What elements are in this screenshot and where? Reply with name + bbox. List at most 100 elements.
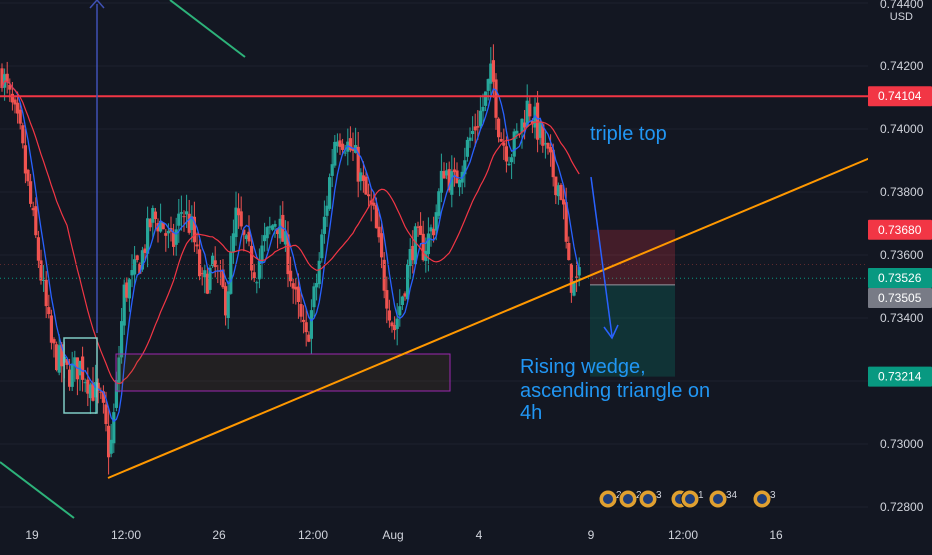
- candle-body: [133, 259, 137, 275]
- annotation-text: ascending triangle on: [520, 380, 710, 402]
- candle-body: [538, 122, 542, 138]
- candle-body: [21, 125, 25, 144]
- candle-body: [523, 122, 527, 128]
- x-tick-label: 16: [769, 528, 783, 542]
- candle-body: [190, 216, 194, 231]
- candle-body: [257, 261, 261, 280]
- candle-body: [122, 284, 126, 326]
- candle-body: [114, 380, 118, 408]
- candle-body: [146, 218, 150, 254]
- candle-body: [296, 286, 300, 303]
- candle-body: [283, 231, 287, 245]
- candle-body: [57, 345, 61, 373]
- candle-body: [49, 315, 53, 343]
- candle-body: [484, 91, 488, 106]
- candle-body: [44, 279, 48, 307]
- candle-body: [315, 283, 319, 288]
- x-tick-label: 19: [25, 528, 39, 542]
- take-profit-zone[interactable]: [590, 284, 675, 377]
- candle-body: [393, 324, 397, 331]
- candle-body: [491, 60, 495, 82]
- y-tick-label: 0.73400: [880, 311, 924, 325]
- candle-body: [385, 290, 389, 309]
- moving-average-slow: [1, 80, 580, 385]
- candle-body: [177, 213, 181, 226]
- candle-body: [10, 93, 14, 103]
- candle-body: [47, 307, 51, 315]
- candle-body: [299, 304, 303, 317]
- candle-body: [252, 272, 256, 279]
- candle-body: [325, 205, 329, 216]
- y-tick-label: 0.73800: [880, 185, 924, 199]
- candle-body: [447, 169, 451, 191]
- candle-body: [497, 118, 501, 138]
- candle-body: [91, 382, 95, 401]
- candle-body: [575, 276, 579, 278]
- candle-body: [322, 216, 326, 234]
- candle-body: [125, 282, 129, 298]
- candle-body: [577, 267, 581, 276]
- candle-body: [395, 318, 399, 329]
- candle-body: [541, 124, 545, 146]
- candle-body: [432, 228, 436, 236]
- candle-body: [421, 233, 425, 261]
- candle-body: [343, 152, 347, 154]
- candle-body: [367, 194, 371, 197]
- candle-body: [533, 106, 537, 128]
- consolidation-box[interactable]: [63, 337, 98, 414]
- candle-body: [273, 223, 277, 227]
- candle-body: [70, 363, 74, 387]
- channel-line-upper[interactable]: [169, 0, 246, 58]
- candle-body: [356, 146, 360, 182]
- price-label-text: 0.73680: [878, 223, 922, 237]
- candle-body: [52, 339, 56, 344]
- drawings: triple top Rising wedge,ascending triangl…: [0, 0, 871, 519]
- candle-body: [268, 226, 272, 228]
- candle-body: [528, 103, 532, 117]
- candle-body: [242, 229, 246, 235]
- down-arrow-head: [603, 324, 619, 340]
- price-label: [868, 366, 932, 387]
- candlestick-series: [0, 44, 581, 475]
- price-label: [868, 268, 932, 288]
- candle-body: [112, 412, 116, 444]
- candle-body: [127, 279, 131, 299]
- x-tick-label: 9: [588, 528, 595, 542]
- y-tick-label: 0.74400: [880, 0, 924, 11]
- candle-body: [312, 286, 316, 308]
- candle-body: [512, 131, 516, 157]
- event-badge-count: 3: [770, 490, 776, 501]
- wedge-trendline[interactable]: [107, 157, 871, 479]
- candle-body: [60, 344, 64, 367]
- candle-body: [138, 263, 142, 274]
- candle-body: [351, 147, 355, 151]
- candle-body: [107, 425, 111, 458]
- support-zone[interactable]: [115, 353, 451, 392]
- candle-body: [434, 212, 438, 231]
- event-badge-count: 34: [726, 490, 738, 501]
- price-label: [868, 288, 932, 308]
- y-tick-label: 0.73600: [880, 248, 924, 262]
- candle-body: [101, 391, 105, 403]
- candle-body: [478, 110, 482, 127]
- candle-body: [86, 379, 90, 394]
- y-tick-label: 0.74000: [880, 122, 924, 136]
- candle-body: [192, 216, 196, 243]
- candle-body: [486, 79, 490, 91]
- event-badge-flag: [757, 494, 767, 504]
- candle-body: [159, 220, 163, 232]
- candle-body: [13, 99, 17, 105]
- candle-body: [182, 216, 186, 218]
- candle-body: [26, 169, 30, 182]
- candle-body: [260, 245, 264, 263]
- candle-body: [481, 106, 485, 112]
- candle-body: [572, 280, 576, 296]
- channel-line-lower[interactable]: [0, 461, 75, 519]
- candle-body: [265, 227, 269, 239]
- candle-body: [361, 175, 365, 181]
- candle-body: [109, 439, 113, 454]
